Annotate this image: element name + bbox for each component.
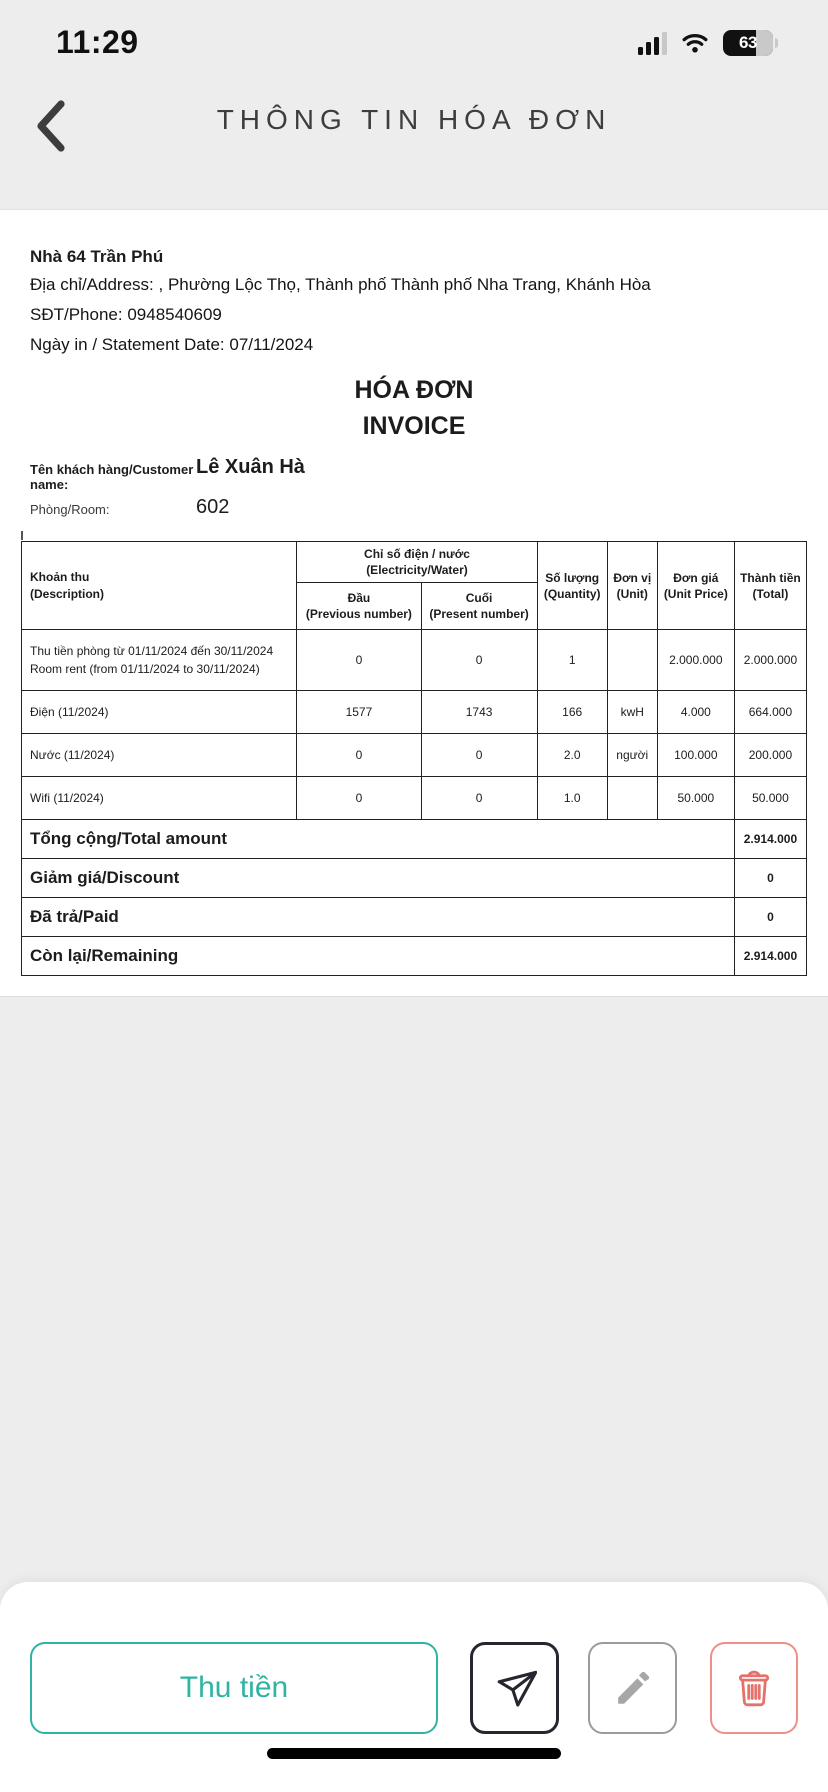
notes-section: Ghi chú: Tổng số tiền phải thanh toán kì… xyxy=(30,992,798,996)
status-time: 11:29 xyxy=(56,24,139,60)
doc-title-vi: HÓA ĐƠN xyxy=(354,376,474,404)
col-header-unit: Đơn vị (Unit) xyxy=(606,541,658,630)
status-bar: 11:29 63 xyxy=(0,0,828,80)
col-header-quantity: Số lượng (Quantity) xyxy=(536,541,608,630)
customer-name: Lê Xuân Hà xyxy=(196,456,305,478)
invoice-table: Khoản thu (Description) Chỉ số điện / nư… xyxy=(20,541,808,976)
statement-date: Ngày in / Statement Date: 07/11/2024 xyxy=(30,335,314,354)
delete-button[interactable] xyxy=(710,1642,798,1734)
summary-row-discount: Giảm giá/Discount 0 xyxy=(21,858,808,898)
nav-bar: THÔNG TIN HÓA ĐƠN xyxy=(0,88,828,168)
edit-button[interactable] xyxy=(588,1642,677,1734)
send-button[interactable] xyxy=(470,1642,559,1734)
col-header-previous: Đầu (Previous number) xyxy=(296,582,422,630)
battery-percent: 63 xyxy=(739,33,757,52)
table-tick-mark xyxy=(21,531,23,540)
business-address: Địa chỉ/Address: , Phường Lộc Thọ, Thành… xyxy=(30,275,651,294)
col-header-present: Cuối (Present number) xyxy=(420,582,538,630)
summary-row-total: Tổng cộng/Total amount 2.914.000 xyxy=(21,819,808,859)
table-row-electricity: Điện (11/2024) 1577 1743 166 kwH 4.000 6… xyxy=(20,690,808,734)
bottom-action-bar: Thu tiền xyxy=(0,1582,828,1792)
pencil-icon xyxy=(617,1671,649,1704)
summary-row-paid: Đã trả/Paid 0 xyxy=(21,897,808,937)
page-title: THÔNG TIN HÓA ĐƠN xyxy=(216,104,612,135)
col-header-unit-price: Đơn giá (Unit Price) xyxy=(656,541,735,630)
room-number: 602 xyxy=(196,496,230,518)
trash-icon xyxy=(738,1670,770,1707)
table-row-water: Nước (11/2024) 0 0 2.0 người 100.000 200… xyxy=(20,733,808,777)
wifi-icon xyxy=(682,34,708,53)
doc-title-en: INVOICE xyxy=(362,412,466,440)
col-header-meter-group: Chỉ số điện / nước (Electricity/Water) xyxy=(296,541,538,583)
room-label: Phòng/Room: xyxy=(30,502,110,517)
table-row-room-rent: Thu tiền phòng từ 01/11/2024 đến 30/11/2… xyxy=(20,629,808,691)
room-row: Phòng/Room: 602 xyxy=(30,496,798,519)
table-row-wifi: Wifi (11/2024) 0 0 1.0 50.000 50.000 xyxy=(20,776,808,820)
chevron-left-icon xyxy=(37,100,65,152)
summary-row-remaining: Còn lại/Remaining 2.914.000 xyxy=(21,936,808,976)
notes-heading: Ghi chú: xyxy=(30,992,798,996)
col-header-total: Thành tiền (Total) xyxy=(733,541,808,630)
battery-icon: 63 xyxy=(723,30,773,56)
business-phone: SĐT/Phone: 0948540609 xyxy=(30,305,222,324)
home-indicator[interactable] xyxy=(267,1748,561,1759)
customer-row: Tên khách hàng/Customer name: Lê Xuân Hà xyxy=(30,456,798,492)
battery-cap xyxy=(775,38,778,48)
business-name: Nhà 64 Trần Phú xyxy=(30,247,164,266)
back-button[interactable] xyxy=(22,94,78,158)
customer-label: Tên khách hàng/Customer name: xyxy=(30,462,194,492)
cellular-signal-icon xyxy=(638,31,667,55)
collect-money-button[interactable]: Thu tiền xyxy=(30,1642,438,1734)
col-header-description: Khoản thu (Description) xyxy=(20,541,298,630)
paper-plane-icon xyxy=(497,1670,537,1707)
invoice-sheet: Nhà 64 Trần Phú Địa chỉ/Address: , Phườn… xyxy=(0,210,828,996)
status-icons: 63 xyxy=(638,30,778,56)
